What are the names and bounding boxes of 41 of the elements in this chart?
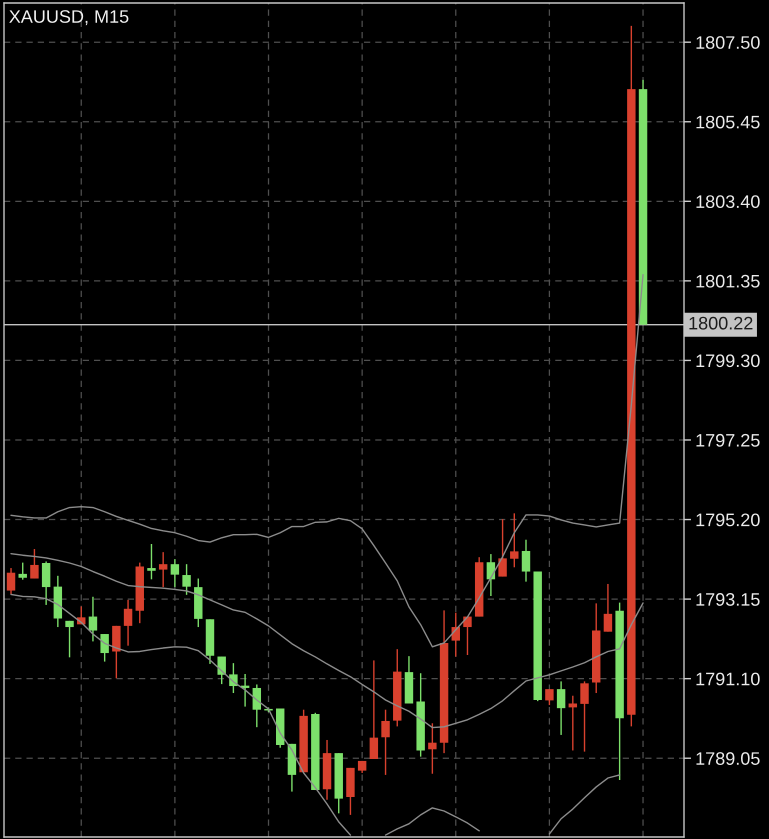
candlestick	[124, 599, 132, 646]
y-tick-label: 1791.10	[696, 672, 760, 686]
y-tick-label: 1801.35	[696, 274, 760, 288]
candlestick	[18, 562, 27, 580]
chart-title: XAUUSD, M15	[9, 10, 128, 26]
candlestick	[428, 722, 437, 774]
candlestick	[370, 660, 378, 760]
candlestick	[217, 656, 226, 685]
candlestick	[556, 680, 566, 736]
candlestick	[170, 558, 180, 588]
candlestick	[498, 518, 507, 578]
candlestick	[100, 633, 109, 662]
y-tick-label: 1793.15	[696, 593, 760, 606]
candlestick	[240, 673, 250, 708]
candlestick	[604, 583, 612, 632]
candlestick	[30, 548, 39, 580]
candlestick	[6, 567, 16, 595]
ref-line-label: 1800.22	[689, 316, 752, 330]
candlestick	[510, 512, 519, 568]
candlestick	[252, 684, 262, 728]
y-tick-label: 1807.50	[696, 36, 760, 49]
candlestick	[182, 563, 191, 596]
candlestick	[88, 596, 98, 642]
y-tick-label: 1795.20	[696, 513, 760, 526]
y-tick-label: 1805.45	[696, 116, 760, 128]
line-series	[10, 274, 644, 648]
candlestick	[486, 553, 496, 597]
y-tick-label: 1797.25	[696, 434, 760, 447]
y-tick-label: 1789.05	[696, 752, 760, 765]
candlestick	[568, 695, 578, 752]
candlestick	[147, 543, 156, 580]
candlestick	[358, 760, 366, 774]
y-tick-label: 1803.40	[696, 195, 760, 208]
candlestick	[545, 688, 554, 706]
y-tick-label: 1799.30	[696, 354, 760, 368]
candlestick	[381, 709, 390, 776]
candlestick	[522, 539, 530, 582]
candlestick	[158, 551, 168, 588]
candlestick	[65, 620, 74, 658]
line-series	[10, 553, 644, 728]
candlestick	[580, 680, 589, 752]
